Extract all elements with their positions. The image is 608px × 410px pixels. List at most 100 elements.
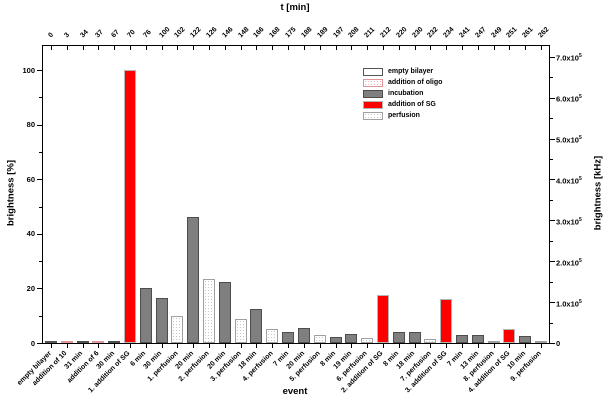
right-axis-major-tick — [550, 343, 555, 344]
top-axis-tick — [193, 46, 195, 50]
right-axis-major-tick — [550, 179, 555, 181]
t-tick-label: 262 — [537, 26, 551, 40]
bottom-axis-tick — [446, 344, 448, 348]
bar-oligo — [92, 341, 105, 343]
legend-label: addition of oligo — [388, 79, 443, 86]
bottom-axis-tick — [477, 344, 479, 348]
t-tick-label: 208 — [347, 26, 361, 40]
bottom-axis-tick — [240, 344, 242, 348]
left-axis-tick-label: 40 — [26, 229, 35, 239]
left-axis-major-tick — [37, 179, 42, 181]
right-axis-minor-tick — [550, 281, 553, 283]
top-axis-tick — [161, 46, 163, 50]
bottom-axis-tick — [493, 344, 495, 348]
bottom-axis-tick — [462, 344, 464, 348]
legend-item: addition of oligo — [363, 77, 442, 88]
t-tick-label: 189 — [316, 26, 330, 40]
bottom-axis-tick — [256, 344, 258, 348]
top-axis-tick — [50, 46, 52, 50]
top-axis-tick — [398, 46, 400, 50]
top-axis-tick — [525, 46, 527, 50]
t-tick-label: 168 — [268, 26, 282, 40]
bar-incubation — [345, 334, 358, 343]
t-tick-label: 211 — [363, 26, 377, 40]
bar-incubation — [76, 341, 89, 343]
legend-item: perfusion — [363, 110, 442, 121]
left-axis-major-tick — [37, 70, 42, 71]
bar-empty — [44, 341, 57, 343]
bottom-axis-tick — [129, 344, 131, 348]
top-axis-tick — [462, 46, 464, 50]
t-tick-label: 146 — [221, 26, 235, 40]
t-tick-label: 70 — [126, 28, 137, 40]
right-axis-tick-label: 5.0x105 — [556, 135, 582, 145]
top-axis-tick — [477, 46, 479, 50]
right-axis-tick-label: 1.0x105 — [556, 298, 582, 309]
bar-incubation — [329, 336, 342, 343]
top-axis-tick — [288, 46, 290, 50]
t-tick-label: 249 — [489, 26, 504, 40]
top-axis-title: t [min] — [280, 2, 310, 13]
top-axis-tick — [382, 46, 384, 50]
t-tick-label: 220 — [395, 26, 409, 40]
t-tick-label: 175 — [284, 26, 298, 40]
bar-perfusion — [266, 329, 279, 343]
left-axis-major-tick — [37, 124, 42, 126]
bar-sg — [440, 298, 453, 343]
bottom-axis-tick — [430, 344, 432, 348]
bottom-axis-tick — [382, 344, 384, 348]
left-axis-title: brightness [%] — [5, 160, 17, 226]
right-axis-minor-tick — [550, 199, 553, 201]
bottom-axis-tick — [209, 344, 211, 348]
top-axis-tick — [177, 46, 179, 50]
bar-perfusion — [234, 319, 247, 343]
left-axis-minor-tick — [39, 151, 42, 153]
t-tick-label: 126 — [205, 26, 219, 40]
right-axis-minor-tick — [550, 77, 553, 79]
top-axis-tick — [240, 46, 242, 50]
t-tick-label: 232 — [426, 26, 440, 40]
bottom-axis-tick — [177, 344, 179, 348]
left-axis-minor-tick — [39, 206, 42, 208]
t-tick-label: 251 — [505, 26, 520, 40]
plot-area — [42, 45, 550, 344]
top-axis-tick — [414, 46, 416, 50]
bar-incubation — [187, 217, 200, 343]
left-axis-minor-tick — [39, 315, 42, 317]
bar-incubation — [282, 331, 295, 343]
right-axis-tick-label: 2.0x105 — [556, 257, 582, 268]
t-tick-label: 188 — [300, 26, 314, 40]
bar-incubation — [408, 332, 421, 343]
bottom-axis-tick — [335, 344, 337, 348]
right-axis-tick-label: 6.0x105 — [556, 94, 582, 104]
t-tick-label: 0 — [47, 31, 55, 40]
top-axis-tick — [541, 46, 543, 50]
right-axis-major-tick — [550, 220, 555, 222]
right-axis-tick-label: 4.0x105 — [556, 175, 582, 186]
legend-swatch-sg — [363, 100, 383, 109]
legend-label: incubation — [388, 90, 424, 97]
bar-incubation — [218, 281, 231, 343]
bar-incubation — [456, 335, 469, 343]
bottom-axis-tick — [398, 344, 400, 348]
bottom-axis-tick — [272, 344, 274, 348]
bar-perfusion — [313, 334, 326, 343]
bar-perfusion — [535, 341, 548, 343]
t-tick-label: 241 — [458, 26, 472, 40]
left-axis-tick-label: 100 — [22, 65, 35, 75]
legend-label: perfusion — [388, 112, 420, 119]
top-axis-tick — [66, 46, 68, 50]
right-axis-minor-tick — [550, 158, 553, 160]
bottom-axis-tick — [509, 344, 511, 348]
left-axis-minor-tick — [39, 97, 42, 99]
top-axis-tick — [224, 46, 226, 50]
right-axis-major-tick — [550, 302, 555, 304]
right-axis-major-tick — [550, 261, 555, 263]
bottom-axis-tick — [114, 344, 116, 348]
left-axis-tick-label: 60 — [26, 174, 35, 184]
bar-incubation — [155, 297, 168, 343]
bottom-axis-tick — [414, 344, 416, 348]
top-axis-tick — [446, 46, 448, 50]
t-tick-label: 234 — [442, 26, 456, 40]
t-tick-label: 122 — [189, 26, 203, 40]
